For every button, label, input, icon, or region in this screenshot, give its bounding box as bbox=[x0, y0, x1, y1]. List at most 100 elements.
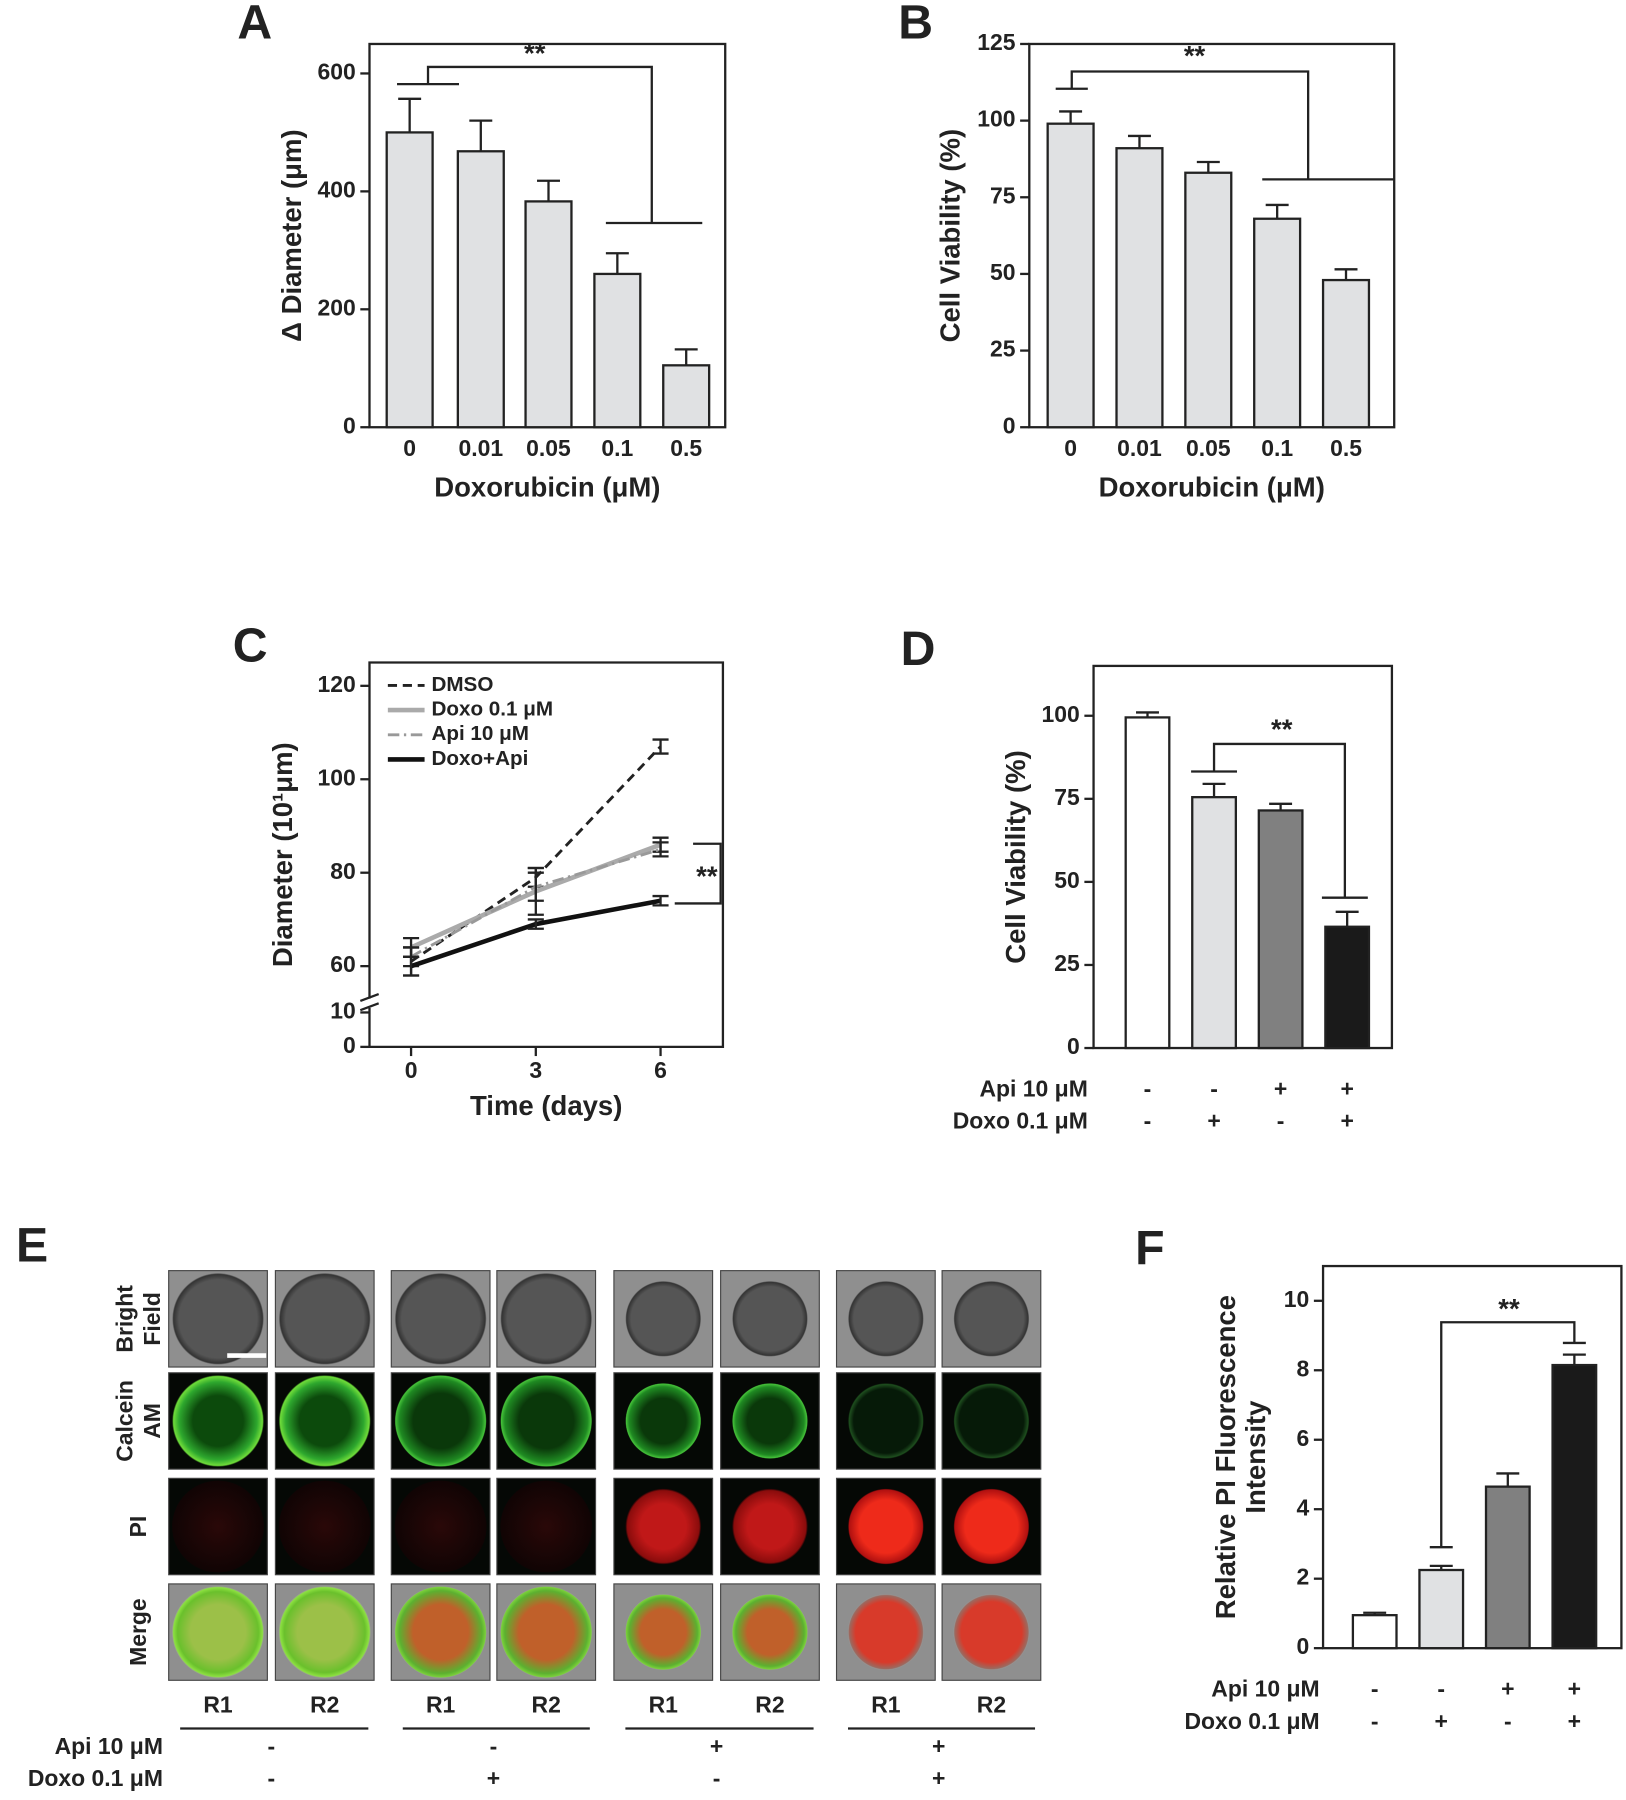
bar bbox=[1321, 278, 1371, 429]
column-label: R2 bbox=[532, 1692, 561, 1718]
x-tick-label: 0.01 bbox=[1117, 435, 1162, 461]
error-bar bbox=[398, 97, 422, 133]
legend-label: DMSO bbox=[431, 673, 493, 696]
y-tick-label: 2 bbox=[1297, 1564, 1310, 1590]
x-tick-label: 0.01 bbox=[458, 435, 503, 461]
y-tick-label: 0 bbox=[1297, 1633, 1310, 1659]
y-tick-label: 6 bbox=[1297, 1425, 1310, 1451]
error-bar bbox=[1196, 160, 1220, 173]
bracket bbox=[397, 65, 703, 225]
treatment-sign: - bbox=[490, 1733, 498, 1759]
spheroid bbox=[172, 1375, 264, 1467]
error-bar bbox=[605, 252, 629, 274]
column-label: R2 bbox=[755, 1692, 784, 1718]
bar bbox=[1115, 147, 1164, 429]
treatment-sign: - bbox=[268, 1765, 276, 1791]
y-tick-label: 100 bbox=[1042, 701, 1080, 727]
y-tick-label: 600 bbox=[317, 59, 355, 85]
spheroid bbox=[172, 1272, 264, 1365]
treatment-label: Doxo 0.1 μM bbox=[28, 1765, 163, 1791]
x-tick-label: 0.5 bbox=[670, 435, 702, 461]
column-label: R1 bbox=[203, 1692, 233, 1718]
spheroid bbox=[394, 1375, 487, 1467]
treatment-sign: + bbox=[1274, 1076, 1287, 1102]
spheroid bbox=[847, 1488, 924, 1565]
spheroid bbox=[732, 1488, 808, 1565]
treatment-sign: + bbox=[932, 1733, 945, 1759]
x-tick-label: 0.5 bbox=[1330, 435, 1362, 461]
x-tick-label: 0 bbox=[1064, 435, 1077, 461]
treatment-sign: + bbox=[1340, 1076, 1353, 1102]
treatment-sign: + bbox=[487, 1765, 500, 1791]
y-tick-label: 80 bbox=[330, 858, 356, 884]
treatment-sign: - bbox=[1144, 1076, 1152, 1102]
column-label: R1 bbox=[426, 1692, 456, 1718]
bar bbox=[1184, 171, 1233, 429]
spheroid bbox=[278, 1480, 371, 1573]
y-tick-label: 50 bbox=[1054, 867, 1080, 893]
frame bbox=[1092, 664, 1394, 1050]
y-tick-label: 50 bbox=[990, 259, 1016, 285]
error-bar bbox=[1335, 910, 1359, 927]
row-label: Merge bbox=[125, 1598, 151, 1666]
column-label: R1 bbox=[649, 1692, 679, 1718]
error-bar bbox=[652, 894, 669, 907]
bar bbox=[1257, 809, 1304, 1050]
axis-break bbox=[359, 993, 380, 1012]
bar bbox=[1351, 1614, 1398, 1650]
treatment-sign: - bbox=[1437, 1676, 1445, 1702]
x-tick-label: 3 bbox=[529, 1057, 542, 1083]
y-tick-label: 25 bbox=[1054, 950, 1080, 976]
treatment-label: Api 10 μM bbox=[55, 1733, 163, 1759]
treatment-sign: - bbox=[268, 1733, 276, 1759]
y-tick-label: 125 bbox=[977, 29, 1016, 55]
panel-label: E bbox=[16, 1219, 48, 1273]
error-bar bbox=[652, 738, 669, 755]
y-tick-label: 10 bbox=[1284, 1286, 1310, 1312]
spheroid bbox=[732, 1594, 808, 1670]
treatment-sign: - bbox=[1371, 1676, 1379, 1702]
spheroid bbox=[953, 1383, 1030, 1459]
x-tick-label: 0.1 bbox=[601, 435, 633, 461]
spheroid bbox=[625, 1594, 702, 1670]
spheroid bbox=[625, 1280, 702, 1357]
error-bar bbox=[537, 179, 560, 202]
spheroid bbox=[732, 1280, 808, 1357]
spheroid bbox=[732, 1383, 808, 1459]
treatment-sign: + bbox=[1568, 1676, 1581, 1702]
legend-label: Doxo 0.1 μM bbox=[431, 698, 553, 721]
treatment-sign: + bbox=[1568, 1708, 1581, 1734]
column-label: R2 bbox=[977, 1692, 1006, 1718]
spheroid bbox=[953, 1280, 1030, 1357]
bar bbox=[662, 364, 711, 429]
bar bbox=[456, 150, 505, 429]
y-tick-label: 75 bbox=[1054, 784, 1080, 810]
frame bbox=[1321, 1264, 1623, 1650]
error-bar bbox=[674, 348, 698, 366]
treatment-label: Api 10 μM bbox=[1211, 1676, 1319, 1702]
treatment-sign: + bbox=[1435, 1708, 1448, 1734]
panel-label: B bbox=[898, 0, 933, 49]
spheroid bbox=[625, 1488, 702, 1565]
x-tick-label: 0 bbox=[403, 435, 416, 461]
spheroid bbox=[394, 1586, 487, 1679]
x-tick-label: 6 bbox=[654, 1057, 667, 1083]
spheroid bbox=[500, 1375, 593, 1467]
spheroid bbox=[394, 1480, 487, 1573]
annotation: ** bbox=[1271, 714, 1293, 745]
error-bar bbox=[652, 841, 669, 858]
spheroid bbox=[953, 1594, 1030, 1670]
bar bbox=[1253, 217, 1302, 429]
spheroid bbox=[278, 1272, 371, 1365]
y-axis-label: Diameter (10¹μm) bbox=[267, 742, 298, 967]
x-tick-label: 0.05 bbox=[526, 435, 571, 461]
bar bbox=[1484, 1485, 1531, 1650]
annotation: ** bbox=[1498, 1293, 1520, 1324]
y-tick-label: 75 bbox=[990, 182, 1016, 208]
y-tick-label: 200 bbox=[317, 294, 355, 320]
y-tick-label: 10 bbox=[330, 998, 356, 1024]
bar bbox=[1324, 925, 1371, 1050]
y-tick-label: 8 bbox=[1297, 1355, 1310, 1381]
error-bar bbox=[403, 955, 420, 977]
